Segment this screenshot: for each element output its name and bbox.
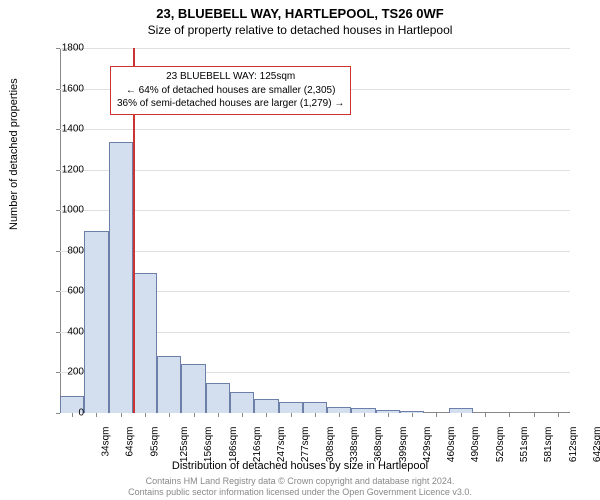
y-tick-label: 200 xyxy=(44,367,84,378)
x-tick xyxy=(412,413,413,417)
x-tick xyxy=(96,413,97,417)
y-tick-label: 400 xyxy=(44,326,84,337)
y-tick-label: 1200 xyxy=(44,164,84,175)
x-tick-label: 460sqm xyxy=(446,427,457,463)
x-tick xyxy=(534,413,535,417)
footer-line-1: Contains HM Land Registry data © Crown c… xyxy=(0,476,600,487)
plot: 23 BLUEBELL WAY: 125sqm← 64% of detached… xyxy=(60,48,570,413)
x-tick xyxy=(121,413,122,417)
gridline xyxy=(60,48,570,49)
x-tick xyxy=(145,413,146,417)
gridline xyxy=(60,251,570,252)
histogram-bar xyxy=(279,402,303,413)
x-tick-label: 490sqm xyxy=(471,427,482,463)
x-tick-label: 612sqm xyxy=(568,427,579,463)
x-tick-label: 34sqm xyxy=(101,427,112,457)
x-tick-label: 581sqm xyxy=(543,427,554,463)
x-tick-label: 551sqm xyxy=(519,427,530,463)
y-axis xyxy=(60,48,61,413)
x-tick xyxy=(388,413,389,417)
histogram-bar xyxy=(109,142,133,413)
chart-container: 23, BLUEBELL WAY, HARTLEPOOL, TS26 0WF S… xyxy=(0,0,600,500)
y-tick-label: 1400 xyxy=(44,124,84,135)
x-tick xyxy=(266,413,267,417)
plot-area: 23 BLUEBELL WAY: 125sqm← 64% of detached… xyxy=(60,48,570,413)
histogram-bar xyxy=(303,402,327,413)
x-tick-label: 247sqm xyxy=(276,427,287,463)
x-tick-label: 95sqm xyxy=(149,427,160,457)
footer-line-2: Contains public sector information licen… xyxy=(0,487,600,498)
callout-box: 23 BLUEBELL WAY: 125sqm← 64% of detached… xyxy=(110,66,351,115)
callout-line: 36% of semi-detached houses are larger (… xyxy=(117,97,344,111)
histogram-bar xyxy=(133,273,157,413)
x-tick xyxy=(558,413,559,417)
page-title: 23, BLUEBELL WAY, HARTLEPOOL, TS26 0WF xyxy=(0,0,600,21)
x-tick xyxy=(291,413,292,417)
x-tick-label: 338sqm xyxy=(349,427,360,463)
x-tick-label: 642sqm xyxy=(592,427,600,463)
x-tick xyxy=(436,413,437,417)
x-tick xyxy=(315,413,316,417)
x-tick-label: 399sqm xyxy=(398,427,409,463)
y-tick-label: 1600 xyxy=(44,83,84,94)
histogram-bar xyxy=(157,356,181,413)
footer: Contains HM Land Registry data © Crown c… xyxy=(0,476,600,498)
x-tick xyxy=(194,413,195,417)
gridline xyxy=(60,210,570,211)
x-tick xyxy=(339,413,340,417)
x-tick-label: 64sqm xyxy=(125,427,136,457)
x-tick xyxy=(218,413,219,417)
x-tick-label: 186sqm xyxy=(228,427,239,463)
x-tick xyxy=(485,413,486,417)
histogram-bar xyxy=(181,364,205,413)
page-subtitle: Size of property relative to detached ho… xyxy=(0,21,600,37)
y-tick-label: 600 xyxy=(44,286,84,297)
y-tick-label: 800 xyxy=(44,245,84,256)
x-tick xyxy=(364,413,365,417)
y-tick-label: 1000 xyxy=(44,205,84,216)
x-tick-label: 520sqm xyxy=(495,427,506,463)
histogram-bar xyxy=(206,383,230,413)
y-axis-label: Number of detached properties xyxy=(8,78,20,230)
y-tick-label: 0 xyxy=(44,408,84,419)
gridline xyxy=(60,129,570,130)
x-tick xyxy=(242,413,243,417)
x-tick xyxy=(461,413,462,417)
histogram-bar xyxy=(254,399,278,413)
x-tick-label: 156sqm xyxy=(203,427,214,463)
x-tick-label: 125sqm xyxy=(179,427,190,463)
x-tick-label: 308sqm xyxy=(325,427,336,463)
histogram-bar xyxy=(84,231,108,414)
x-tick-label: 216sqm xyxy=(252,427,263,463)
x-tick xyxy=(169,413,170,417)
x-tick-label: 277sqm xyxy=(301,427,312,463)
callout-line: ← 64% of detached houses are smaller (2,… xyxy=(117,84,344,98)
x-tick-label: 368sqm xyxy=(373,427,384,463)
y-tick-label: 1800 xyxy=(44,43,84,54)
histogram-bar xyxy=(230,392,254,413)
x-tick-label: 429sqm xyxy=(422,427,433,463)
x-tick xyxy=(509,413,510,417)
gridline xyxy=(60,170,570,171)
callout-line: 23 BLUEBELL WAY: 125sqm xyxy=(117,70,344,84)
